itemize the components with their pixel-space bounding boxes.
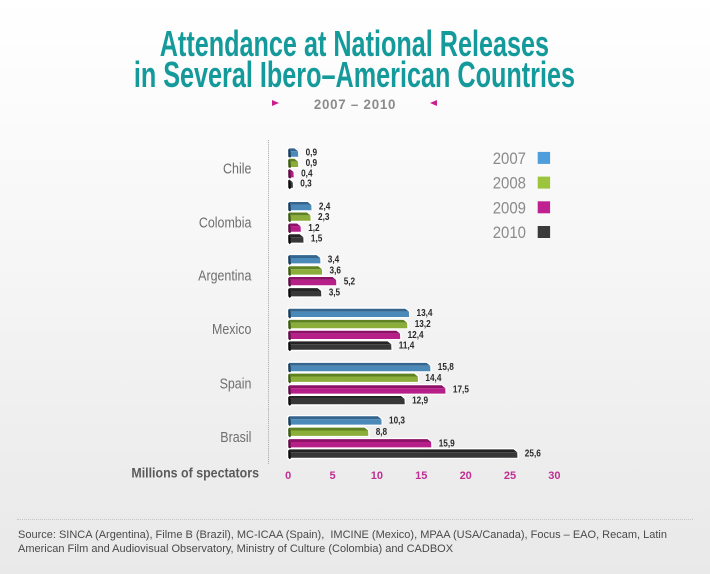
svg-text:8,8: 8,8 <box>376 426 387 437</box>
svg-text:2009: 2009 <box>493 199 526 217</box>
svg-text:0,3: 0,3 <box>300 178 311 189</box>
svg-text:2,3: 2,3 <box>318 211 329 222</box>
svg-text:5: 5 <box>330 470 336 482</box>
svg-text:3,6: 3,6 <box>330 265 341 276</box>
svg-text:25,6: 25,6 <box>525 448 541 459</box>
svg-text:2,4: 2,4 <box>319 200 331 211</box>
svg-text:0: 0 <box>285 470 291 482</box>
svg-text:13,2: 13,2 <box>415 318 431 329</box>
svg-text:1,2: 1,2 <box>308 222 319 233</box>
svg-text:Colombia: Colombia <box>199 214 252 230</box>
svg-text:15,8: 15,8 <box>438 361 454 372</box>
svg-text:Brasil: Brasil <box>220 429 251 445</box>
svg-text:5,2: 5,2 <box>344 275 355 286</box>
svg-text:14,4: 14,4 <box>425 372 442 383</box>
svg-text:Argentina: Argentina <box>198 268 252 284</box>
svg-text:0,4: 0,4 <box>301 168 313 179</box>
svg-text:15,9: 15,9 <box>439 438 455 449</box>
svg-text:12,4: 12,4 <box>408 329 425 340</box>
svg-text:10,3: 10,3 <box>389 415 405 426</box>
svg-text:17,5: 17,5 <box>453 384 469 395</box>
svg-text:2008: 2008 <box>493 175 526 193</box>
svg-text:15: 15 <box>415 470 427 482</box>
svg-text:1,5: 1,5 <box>311 233 322 244</box>
svg-text:10: 10 <box>371 470 383 482</box>
svg-text:0,9: 0,9 <box>306 147 317 158</box>
svg-text:Mexico: Mexico <box>212 321 252 337</box>
svg-text:30: 30 <box>548 470 560 482</box>
svg-text:11,4: 11,4 <box>399 340 415 351</box>
svg-text:13,4: 13,4 <box>417 307 434 318</box>
svg-text:20: 20 <box>460 470 472 482</box>
svg-text:Chile: Chile <box>223 161 252 177</box>
svg-text:0,9: 0,9 <box>306 157 317 168</box>
svg-text:2010: 2010 <box>493 224 526 242</box>
svg-text:12,9: 12,9 <box>412 394 428 405</box>
svg-text:3,5: 3,5 <box>329 287 340 298</box>
svg-text:3,4: 3,4 <box>328 254 340 265</box>
svg-text:25: 25 <box>504 470 516 482</box>
svg-text:Millions of spectators: Millions of spectators <box>131 465 259 481</box>
svg-text:2007: 2007 <box>493 150 526 168</box>
svg-text:Spain: Spain <box>220 375 252 391</box>
